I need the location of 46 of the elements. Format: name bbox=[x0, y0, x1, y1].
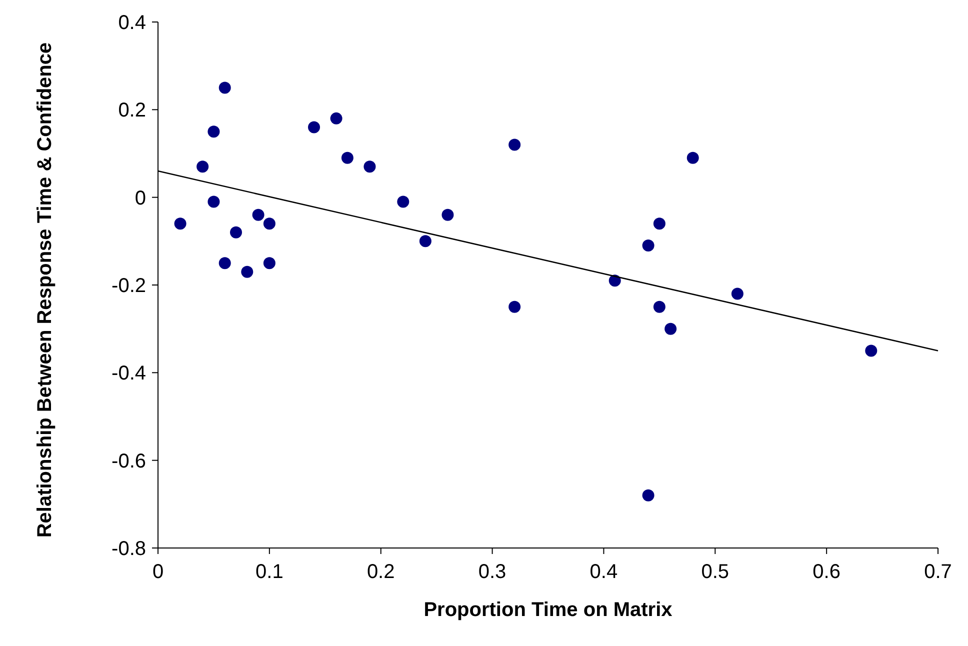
x-tick-label: 0.5 bbox=[701, 561, 730, 583]
point bbox=[252, 208, 264, 221]
y-tick-label: 0.2 bbox=[118, 100, 146, 122]
y-tick-label: -0.6 bbox=[112, 450, 146, 472]
x-tick-label: 0.6 bbox=[812, 561, 840, 583]
point bbox=[865, 344, 878, 357]
point bbox=[208, 126, 220, 138]
point bbox=[642, 489, 654, 502]
point bbox=[196, 160, 209, 173]
point bbox=[218, 82, 231, 94]
y-tick-label: 0.4 bbox=[118, 12, 146, 34]
point bbox=[508, 300, 521, 313]
point bbox=[419, 235, 432, 248]
x-tick-label: 0 bbox=[152, 561, 164, 583]
point bbox=[397, 196, 410, 208]
y-tick-label: -0.8 bbox=[112, 538, 146, 560]
point bbox=[442, 208, 454, 221]
point bbox=[208, 196, 220, 208]
point bbox=[263, 257, 276, 270]
y-axis-title: Relationship Between Response Time & Confidence bbox=[33, 41, 57, 540]
point bbox=[263, 218, 276, 230]
x-tick-label: 0.7 bbox=[924, 561, 952, 583]
point bbox=[664, 322, 677, 335]
y-tick-label: -0.4 bbox=[112, 362, 146, 385]
x-tick-label: 0.1 bbox=[256, 561, 284, 583]
point bbox=[364, 160, 376, 173]
point bbox=[642, 240, 654, 252]
x-tick-label: 0.3 bbox=[478, 561, 506, 583]
point bbox=[174, 218, 186, 230]
point bbox=[686, 152, 699, 164]
point bbox=[508, 138, 521, 151]
point bbox=[608, 274, 621, 287]
point bbox=[308, 121, 320, 134]
point bbox=[731, 288, 744, 300]
point bbox=[230, 226, 242, 238]
point bbox=[653, 218, 666, 230]
point bbox=[330, 112, 342, 124]
x-tick-label: 0.2 bbox=[366, 561, 395, 583]
x-tick-label: 0.4 bbox=[590, 561, 618, 583]
point bbox=[241, 266, 254, 278]
point bbox=[341, 152, 354, 164]
y-tick-label: -0.2 bbox=[112, 275, 146, 297]
point bbox=[218, 257, 231, 270]
y-tick-label: 0 bbox=[134, 187, 146, 210]
x-axis-title: Proportion Time on Matrix bbox=[424, 599, 672, 621]
point bbox=[653, 300, 666, 313]
